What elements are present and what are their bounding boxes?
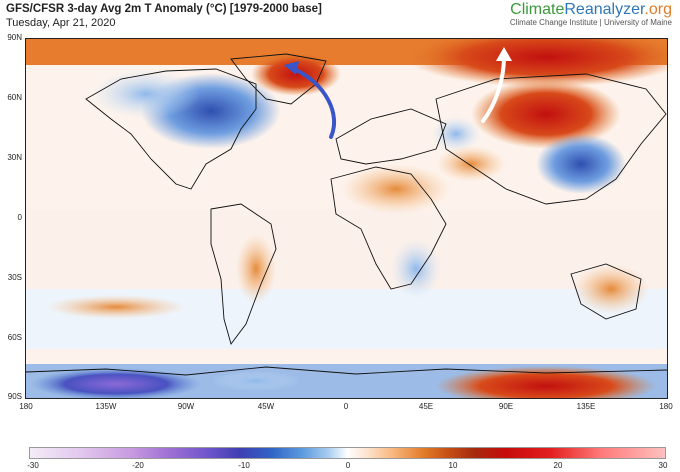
climate-reanalyzer-logo[interactable]: ClimateReanalyzer.org Climate Change Ins… <box>509 1 672 27</box>
north-america-outline <box>85 68 257 190</box>
lat-label-30n: 30N <box>7 153 22 162</box>
temperature-colorbar <box>29 447 666 459</box>
lon-label-180w: 180 <box>19 402 33 411</box>
lat-label-90n: 90N <box>7 33 22 42</box>
map-canvas <box>26 39 667 398</box>
greenland-outline <box>230 53 327 105</box>
lon-label-135w: 135W <box>95 402 117 411</box>
map-title: GFS/CFSR 3-day Avg 2m T Anomaly (°C) [19… <box>6 3 322 15</box>
asia-outline <box>435 73 667 205</box>
lon-label-90w: 90W <box>177 402 195 411</box>
south-america-outline <box>210 203 277 345</box>
map-date: Tuesday, Apr 21, 2020 <box>6 17 116 29</box>
africa-outline <box>330 166 447 290</box>
lon-label-45e: 45E <box>418 402 434 411</box>
lon-label-45w: 45W <box>257 402 275 411</box>
lat-label-60s: 60S <box>7 333 22 342</box>
colorbar-tick: -20 <box>132 461 144 470</box>
europe-outline <box>335 108 447 165</box>
cold-air-arrow <box>284 61 337 139</box>
colorbar-tick: 20 <box>553 461 563 470</box>
lat-label-90s: 90S <box>7 392 22 401</box>
lon-label-0: 0 <box>343 402 349 411</box>
lon-label-135e: 135E <box>576 402 596 411</box>
colorbar-tick: -30 <box>27 461 39 470</box>
warm-air-arrow <box>481 47 512 123</box>
lat-label-60n: 60N <box>7 93 22 102</box>
colorbar-tick: 30 <box>658 461 668 470</box>
brand-subtitle: Climate Change Institute | University of… <box>509 18 672 27</box>
colorbar-tick: 10 <box>448 461 458 470</box>
lon-label-90e: 90E <box>498 402 514 411</box>
lon-label-180e: 180 <box>659 402 673 411</box>
australia-outline <box>570 263 642 320</box>
colorbar-tick: -10 <box>238 461 250 470</box>
temperature-anomaly-map[interactable] <box>25 38 668 399</box>
lat-label-0: 0 <box>17 213 22 222</box>
antarctica-outline <box>26 366 667 376</box>
lat-label-30s: 30S <box>7 273 22 282</box>
colorbar-tick: 0 <box>345 461 351 470</box>
